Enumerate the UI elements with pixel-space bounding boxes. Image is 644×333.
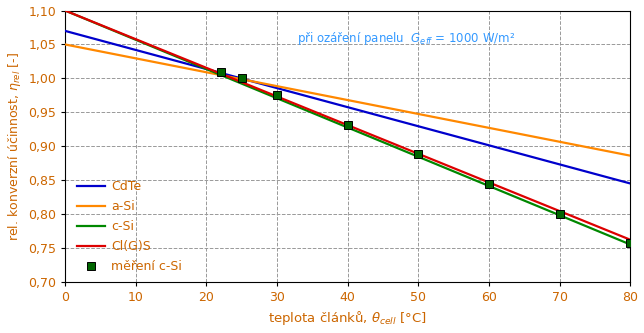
- Legend: CdTe, a-Si, c-Si, Cl(G)S, měření c-Si: CdTe, a-Si, c-Si, Cl(G)S, měření c-Si: [77, 180, 182, 273]
- Y-axis label: rel. konverzní účinnost, $\eta_{rel}$ [-]: rel. konverzní účinnost, $\eta_{rel}$ [-…: [6, 52, 23, 241]
- X-axis label: teplota článků, $\theta_{cell}$ [°C]: teplota článků, $\theta_{cell}$ [°C]: [269, 309, 427, 327]
- Text: při ozáření panelu  $G_{eff}$ = 1000 W/m²: při ozáření panelu $G_{eff}$ = 1000 W/m²: [297, 30, 515, 47]
